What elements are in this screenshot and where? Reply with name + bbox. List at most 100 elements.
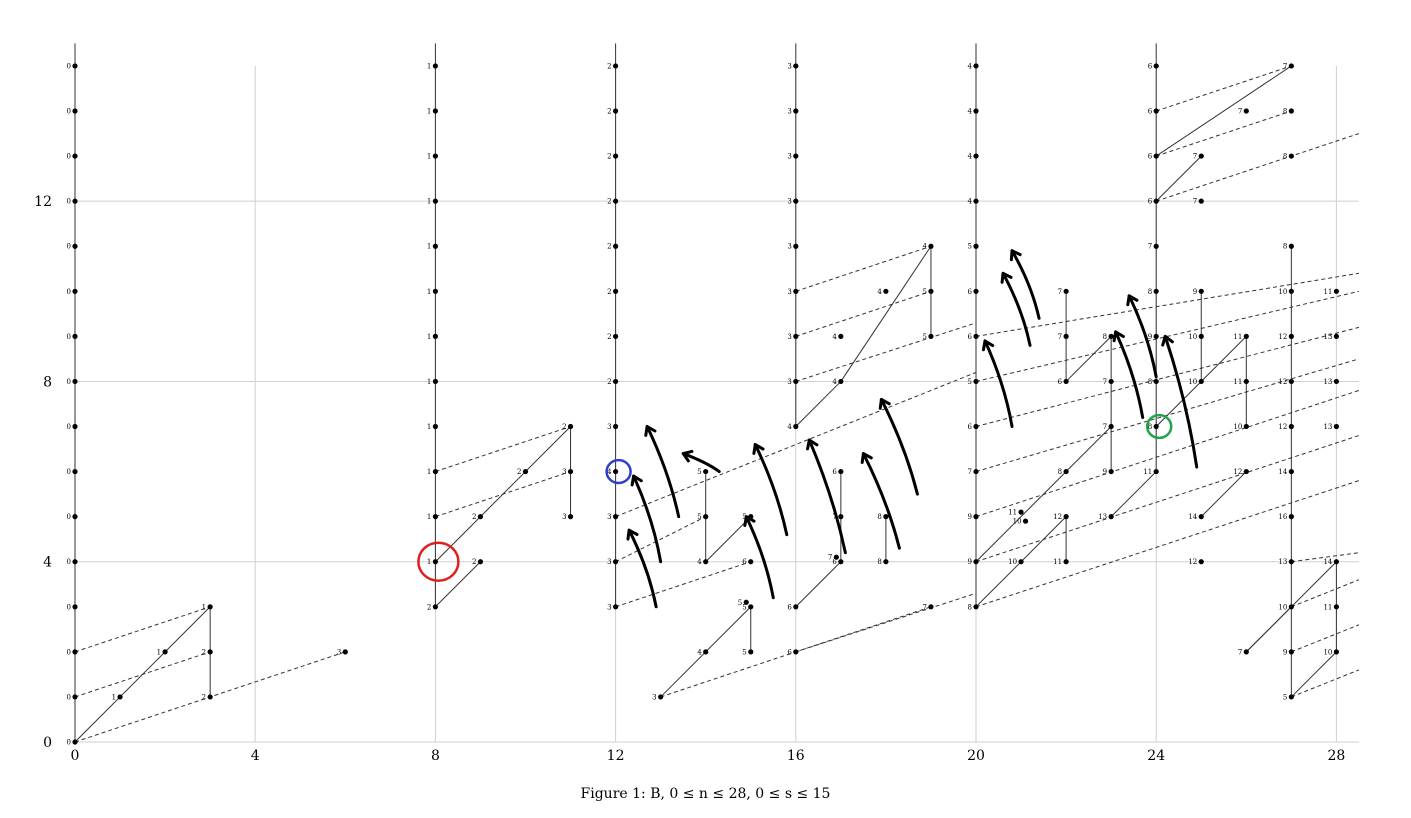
data-point [1288,63,1294,69]
dashed-line [1291,579,1360,608]
point-label: 2 [607,333,611,341]
y-tick-label: 12 [34,194,52,210]
point-label: 0 [67,153,71,161]
solid-line [840,245,932,382]
point-label: 0 [67,648,71,656]
point-label: 1 [427,423,431,431]
point-label: 6 [787,648,792,656]
point-label: 4 [697,558,702,566]
data-point [1288,378,1294,385]
highlight-circle [605,458,632,485]
data-point [1153,378,1159,385]
data-point [432,423,438,430]
point-label: 8 [1148,423,1152,431]
point-label: 0 [67,243,71,251]
point-label: 8 [1283,153,1287,161]
point-label: 10 [1013,518,1022,526]
point-label: 12 [1278,378,1287,386]
point-label: 0 [67,468,71,476]
point-label: 3 [337,648,341,656]
point-label: 5 [742,603,746,611]
data-point [613,423,619,430]
data-point [613,198,619,204]
data-point [432,198,438,204]
dashed-line [975,389,1360,518]
point-label: 8 [1283,243,1287,251]
point-label: 14 [1323,558,1332,566]
data-point [793,198,799,204]
data-point [793,108,799,114]
data-point [432,514,438,520]
data-point [973,288,979,294]
point-label: 11 [1008,509,1017,517]
point-label: 6 [1058,378,1063,386]
data-point [613,378,619,385]
point-label: 3 [787,198,791,206]
point-label: 9 [1103,468,1107,476]
point-label: 6 [832,558,837,566]
point-label: 2 [607,378,611,386]
data-point [1333,649,1339,655]
data-point [72,468,78,475]
data-point [793,333,799,339]
dashed-line [795,592,977,653]
data-point [72,423,78,430]
point-label: 1 [427,62,431,70]
data-point [1288,288,1294,294]
annotation-arrow [861,452,901,550]
point-label: 4 [607,468,612,476]
solid-line [795,561,842,608]
point-label: 9 [1283,648,1287,656]
point-label: 3 [787,153,791,161]
data-point [1333,333,1339,339]
point-label: 3 [787,108,791,116]
point-label: 4 [968,198,973,206]
y-tick-label: 4 [43,555,52,571]
arrowhead [681,449,694,463]
data-point [1198,288,1204,294]
point-label: 6 [968,423,973,431]
data-point [1333,288,1339,294]
point-label: 11 [1143,468,1152,476]
point-label: 4 [697,648,702,656]
dashed-line [795,290,932,337]
data-point [748,649,754,655]
data-point [1333,559,1339,565]
point-label: 5 [742,513,746,521]
data-point [703,559,709,565]
data-point [1333,604,1339,610]
dashed-line [975,326,1360,427]
data-point [973,559,979,565]
point-label: 11 [1323,288,1332,296]
figure-caption: Figure 1: B, 0 ≤ n ≤ 28, 0 ≤ s ≤ 15 [580,786,831,802]
point-label: 3 [787,378,791,386]
point-label: 0 [67,333,71,341]
data-point [1153,468,1159,475]
data-point [613,333,619,339]
data-point [432,108,438,114]
point-label: 5 [697,513,701,521]
point-label: 1 [427,153,431,161]
data-point [703,514,709,520]
dashed-line [975,480,1360,608]
data-point [1198,559,1204,565]
data-point [72,378,78,385]
annotation-arrow [744,515,775,600]
point-label: 8 [1148,378,1152,386]
data-point [928,288,934,294]
point-label: 2 [202,693,206,701]
solid-line [1200,471,1247,518]
point-label: 0 [67,198,71,206]
annotation-arrow [1114,330,1145,419]
point-label: 2 [472,558,476,566]
point-label: 9 [1193,288,1197,296]
point-label: 0 [67,693,71,701]
point-label: 2 [517,468,521,476]
data-point [1288,108,1294,114]
solid-line [795,381,842,427]
data-point [1153,198,1159,204]
data-point [432,63,438,69]
annotation-arrow [879,397,919,496]
